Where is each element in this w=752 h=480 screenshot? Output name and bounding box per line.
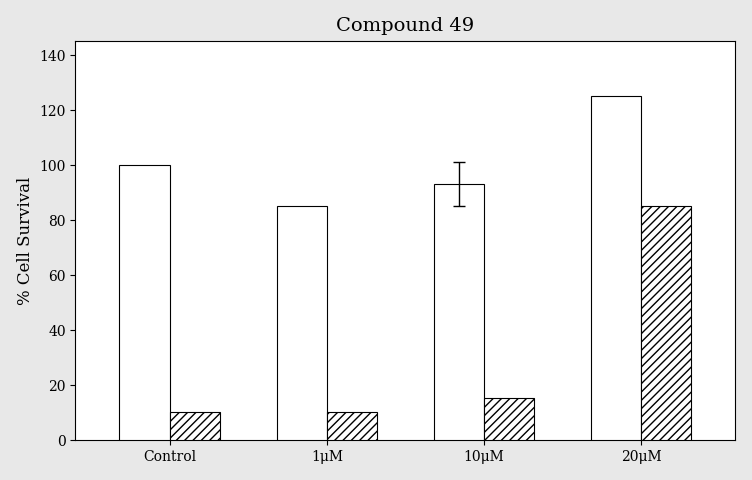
Y-axis label: % Cell Survival: % Cell Survival <box>17 177 34 305</box>
Bar <box>120 165 170 440</box>
Bar <box>484 398 534 440</box>
Bar <box>641 206 691 440</box>
Bar <box>327 412 377 440</box>
Bar <box>434 184 484 440</box>
Bar <box>591 96 641 440</box>
Bar <box>170 412 220 440</box>
Title: Compound 49: Compound 49 <box>336 17 475 35</box>
Bar <box>277 206 327 440</box>
